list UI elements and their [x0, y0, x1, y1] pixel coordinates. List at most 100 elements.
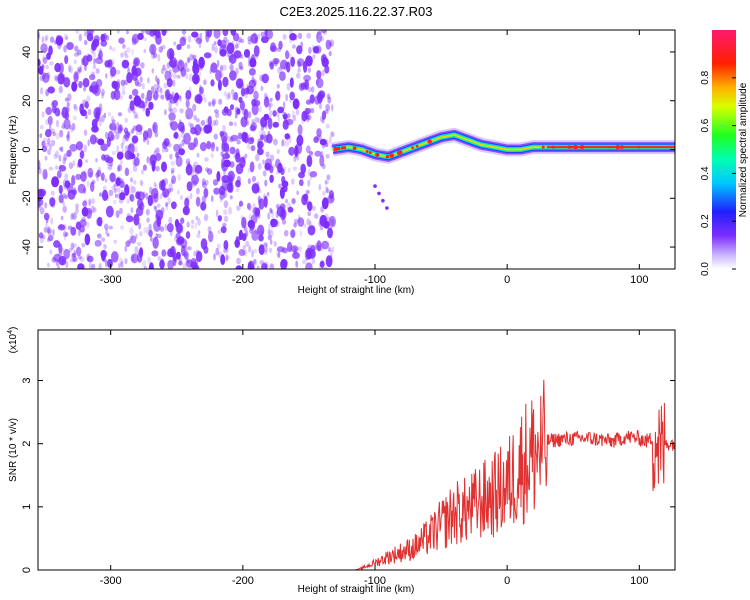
- noise-speck: [297, 58, 305, 67]
- noise-speck: [129, 227, 134, 235]
- noise-speck: [87, 108, 92, 116]
- noise-speck: [100, 33, 105, 42]
- noise-speck: [113, 89, 121, 101]
- noise-speck: [91, 179, 96, 185]
- noise-speck: [119, 159, 123, 165]
- noise-speck: [185, 99, 190, 108]
- noise-speck: [180, 217, 185, 224]
- noise-speck: [287, 206, 294, 213]
- noise-speck: [199, 86, 204, 95]
- noise-speck: [124, 53, 129, 59]
- x-tick-label: 100: [630, 575, 648, 587]
- y-tick-label: 20: [21, 95, 33, 107]
- noise-speck: [285, 198, 288, 204]
- noise-speck: [206, 31, 210, 37]
- noise-speck: [172, 107, 178, 114]
- y-tick-label: 3: [21, 377, 33, 383]
- noise-speck: [193, 161, 199, 167]
- noise-speck: [160, 94, 165, 100]
- x-tick-label: -200: [232, 274, 254, 286]
- noise-speck: [308, 150, 314, 156]
- noise-speck: [258, 235, 264, 242]
- noise-speck: [152, 124, 156, 132]
- noise-speck: [292, 251, 300, 259]
- noise-speck: [168, 183, 173, 190]
- noise-speck: [260, 116, 268, 128]
- noise-speck: [72, 115, 77, 121]
- noise-speck: [176, 74, 181, 79]
- noise-speck: [254, 36, 258, 44]
- noise-speck: [170, 121, 179, 131]
- noise-speck: [168, 187, 174, 193]
- noise-speck: [239, 100, 245, 111]
- noise-speck: [174, 235, 178, 242]
- noise-speck: [254, 212, 259, 220]
- noise-speck: [95, 57, 104, 65]
- signal-peak-dot: [570, 145, 573, 149]
- noise-speck: [57, 252, 63, 257]
- noise-speck: [132, 162, 137, 168]
- noise-speck: [258, 198, 265, 210]
- noise-speck: [307, 201, 313, 212]
- noise-speck: [253, 45, 260, 57]
- noise-speck: [170, 167, 175, 173]
- signal-track: [327, 127, 675, 210]
- noise-speck: [203, 79, 207, 86]
- noise-speck: [131, 48, 134, 56]
- noise-speck: [234, 113, 238, 119]
- signal-peak-dot: [551, 145, 555, 149]
- noise-speck: [68, 64, 72, 73]
- noise-speck: [163, 82, 168, 89]
- noise-speck: [89, 134, 97, 145]
- noise-speck: [154, 30, 161, 37]
- noise-speck: [62, 179, 67, 188]
- noise-speck: [131, 106, 136, 114]
- noise-speck: [222, 76, 229, 88]
- noise-speck: [138, 249, 143, 255]
- noise-speck: [309, 171, 318, 178]
- noise-speck: [253, 85, 257, 93]
- noise-speck: [270, 97, 273, 102]
- noise-speck: [117, 164, 123, 172]
- signal-peak-dot: [637, 145, 641, 149]
- noise-speck: [252, 259, 256, 265]
- noise-speck: [172, 64, 180, 73]
- noise-speck: [269, 97, 272, 103]
- noise-speck: [300, 163, 307, 175]
- noise-speck: [215, 247, 220, 256]
- noise-speck: [208, 230, 214, 243]
- noise-speck: [322, 190, 327, 196]
- noise-speck: [268, 60, 273, 67]
- noise-speck: [307, 244, 313, 251]
- noise-speck: [222, 30, 229, 37]
- noise-speck: [146, 128, 153, 139]
- noise-speck: [113, 239, 117, 244]
- noise-speck: [153, 181, 157, 188]
- noise-speck: [72, 212, 77, 220]
- noise-speck: [295, 109, 300, 116]
- noise-speck: [153, 205, 157, 210]
- noise-speck: [257, 140, 264, 149]
- noise-speck: [171, 201, 177, 210]
- signal-stray-dot: [373, 184, 377, 188]
- noise-speck: [164, 67, 168, 73]
- noise-speck: [300, 82, 308, 90]
- noise-speck: [195, 118, 200, 123]
- noise-speck: [193, 250, 196, 257]
- noise-speck: [306, 218, 310, 226]
- noise-speck: [53, 153, 58, 160]
- noise-speck: [152, 52, 158, 59]
- noise-speck: [220, 226, 227, 234]
- noise-speck: [307, 67, 311, 73]
- noise-speck: [241, 217, 247, 229]
- noise-speck: [215, 209, 219, 218]
- y-tick-label: -20: [21, 190, 33, 206]
- noise-speck: [64, 173, 69, 181]
- noise-speck: [305, 189, 310, 195]
- noise-speck: [204, 179, 209, 186]
- noise-speck: [267, 117, 273, 130]
- noise-speck: [84, 101, 89, 109]
- noise-speck: [70, 127, 74, 133]
- noise-speck: [139, 179, 144, 187]
- noise-speck: [193, 74, 200, 83]
